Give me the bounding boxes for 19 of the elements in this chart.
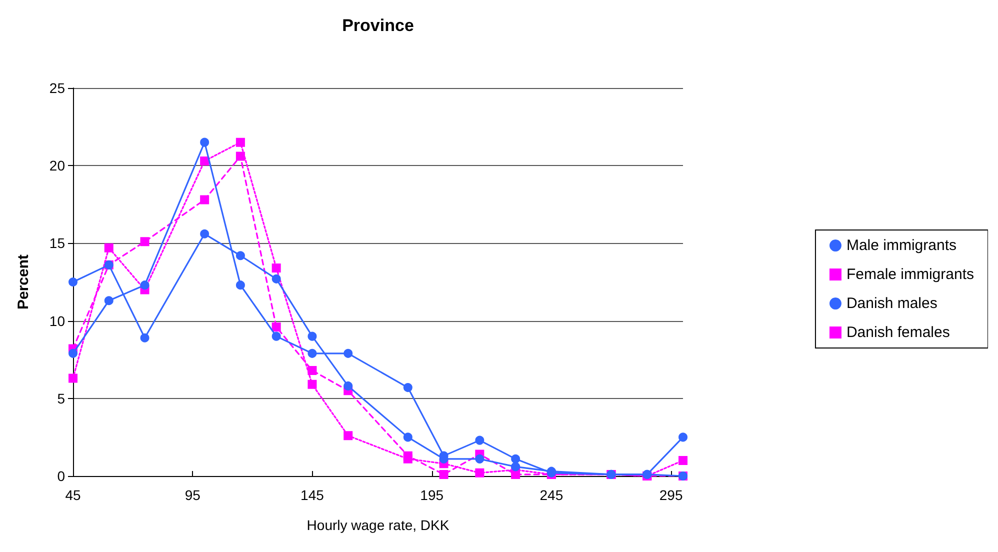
x-tick-label: 295: [659, 487, 683, 503]
y-tick-label: 20: [49, 158, 66, 174]
legend-label: Female immigrants: [846, 266, 974, 283]
y-tick-label: 5: [57, 390, 66, 406]
y-tick-label: 10: [49, 312, 66, 329]
legend-label: Male immigrants: [846, 237, 956, 254]
y-tick-label: 25: [49, 80, 66, 96]
y-tick-label: 0: [57, 468, 66, 484]
x-tick-label: 45: [65, 487, 81, 503]
legend-label: Danish females: [846, 324, 950, 341]
chart-title: Province: [342, 16, 414, 35]
x-tick-label: 245: [540, 487, 564, 503]
x-tick-label: 145: [300, 487, 324, 503]
y-axis-title: Percent: [15, 254, 32, 310]
legend-label: Danish males: [846, 295, 938, 312]
x-tick-label: 195: [420, 487, 444, 503]
x-axis-title: Hourly wage rate, DKK: [306, 517, 450, 533]
x-tick-label: 95: [184, 487, 201, 503]
y-tick-label: 15: [49, 235, 66, 252]
